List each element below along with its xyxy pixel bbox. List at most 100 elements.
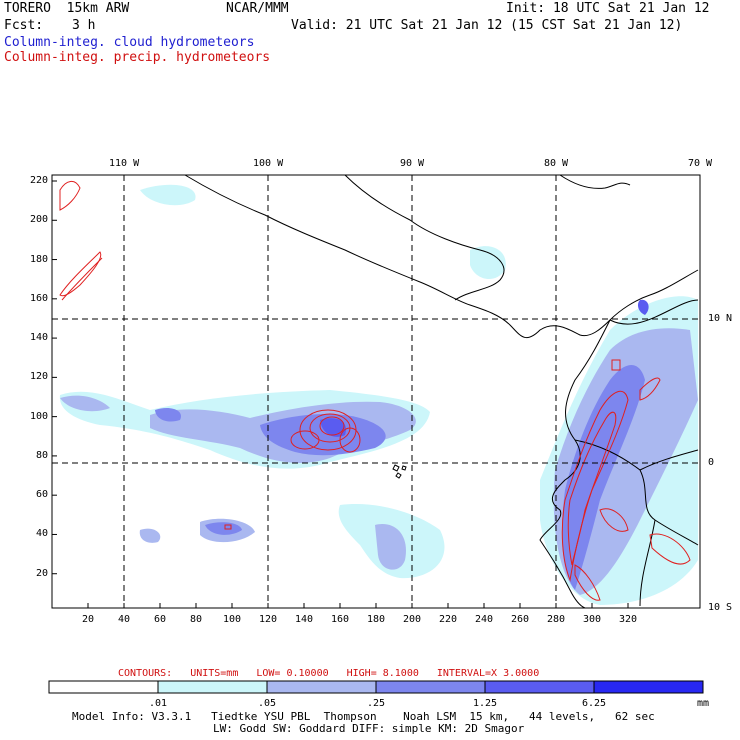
border-peru-brazil	[639, 519, 656, 607]
x-tick-label: 140	[294, 614, 314, 625]
model-title: TORERO 15km ARW	[4, 1, 130, 16]
precip-contour-layer	[59, 181, 691, 601]
x-tick-label: 260	[510, 614, 530, 625]
x-tick-label: 320	[618, 614, 638, 625]
cloud-area-light-north	[470, 246, 506, 280]
lat-label-10n: 10 N	[708, 313, 733, 324]
legend-precip: Column-integ. precip. hydrometeors	[4, 50, 271, 65]
cloud-area-dark-sw	[205, 522, 242, 535]
y-tick-marks	[52, 180, 57, 575]
colorbar	[48, 680, 704, 694]
colorbar-label-2: .25	[366, 698, 386, 709]
contours-interval: INTERVAL=X 3.0000	[436, 668, 540, 679]
lon-label-110w: 110 W	[109, 158, 140, 169]
cloud-area-medium-west	[60, 395, 110, 412]
x-tick-label: 100	[222, 614, 242, 625]
precip-contour-nw-band	[59, 251, 102, 297]
precip-contour-colombia-cell	[639, 377, 661, 401]
lon-label-70w: 70 W	[688, 158, 713, 169]
coastline-layer	[184, 174, 699, 609]
border-colombia-brazil	[639, 449, 699, 471]
lat-label-10s: 10 S	[708, 602, 733, 613]
y-tick-label: 220	[29, 175, 48, 186]
precip-contour-sw-cell	[224, 524, 232, 530]
precip-contour-inner	[319, 416, 345, 436]
x-tick-label: 280	[546, 614, 566, 625]
cloud-area-peak-north	[637, 299, 649, 315]
contours-info: CONTOURS: UNITS=mm LOW= 0.10000 HIGH= 8.100…	[118, 668, 557, 679]
x-tick-label: 80	[189, 614, 203, 625]
precip-contour-andes-outer	[561, 390, 629, 582]
coastline-south-america-west	[539, 319, 611, 609]
x-tick-label: 40	[117, 614, 131, 625]
cloud-area-dark-west	[155, 408, 181, 422]
y-tick-label: 60	[35, 489, 48, 501]
galapagos-islands	[392, 464, 407, 479]
coastline-yucatan	[344, 174, 505, 301]
y-tick-label: 20	[35, 567, 48, 579]
y-tick-label: 200	[29, 214, 48, 226]
cloud-area-dark-andes	[562, 365, 645, 590]
contours-units: UNITS=mm	[190, 668, 239, 679]
x-tick-label: 120	[258, 614, 278, 625]
precip-contour-east-cell	[339, 427, 361, 453]
x-tick-label: 240	[474, 614, 494, 625]
lon-label-80w: 80 W	[544, 158, 569, 169]
coastline-caribbean	[559, 174, 631, 189]
lon-label-100w: 100 W	[253, 158, 284, 169]
colorbar-swatch	[375, 680, 486, 694]
latlon-grid	[52, 175, 700, 608]
x-tick-label: 160	[330, 614, 350, 625]
colorbar-unit: mm	[696, 698, 710, 709]
coastline-colombia-north	[609, 299, 699, 325]
init-time: Init: 18 UTC Sat 21 Jan 12	[506, 1, 710, 16]
colorbar-swatch	[157, 680, 268, 694]
precip-contour-south-cell	[574, 564, 601, 601]
precip-contour-peru-cell	[649, 533, 691, 565]
colorbar-swatch	[484, 680, 595, 694]
contours-label: CONTOURS:	[118, 668, 173, 679]
valid-time: Valid: 21 UTC Sat 21 Jan 12 (15 CST Sat …	[291, 18, 683, 33]
colorbar-swatch	[266, 680, 377, 694]
colorbar-label-0: .01	[148, 698, 168, 709]
colorbar-label-3: 1.25	[472, 698, 498, 709]
y-tick-label: 140	[29, 332, 48, 344]
lon-label-90w: 90 W	[400, 158, 425, 169]
border-ecuador-peru	[574, 439, 699, 546]
cloud-area-light-nw	[140, 184, 196, 206]
precip-contour-amazon-cell	[599, 508, 629, 532]
forecast-label: Fcst:	[4, 18, 44, 33]
x-tick-label: 60	[153, 614, 167, 625]
coastline-central-america	[184, 174, 699, 339]
x-tick-label: 300	[582, 614, 602, 625]
x-tick-marks	[87, 603, 629, 608]
colorbar-label-1: .05	[257, 698, 277, 709]
precip-contour-andes-inner	[567, 411, 617, 566]
y-tick-label: 40	[35, 528, 48, 540]
y-tick-label: 180	[29, 253, 48, 265]
model-info-line2: LW: Godd SW: Goddard DIFF: simple KM: 2D…	[213, 722, 525, 735]
x-tick-label: 200	[402, 614, 422, 625]
y-tick-label: 160	[29, 292, 48, 304]
legend-cloud: Column-integ. cloud hydrometeors	[4, 35, 255, 50]
contours-high: HIGH= 8.1000	[346, 668, 419, 679]
precip-contour-nw-inner	[61, 257, 103, 301]
x-tick-label: 20	[81, 614, 95, 625]
lat-label-0: 0	[708, 457, 715, 468]
colorbar-swatch	[593, 680, 704, 694]
y-tick-label: 100	[29, 410, 48, 422]
x-tick-label: 180	[366, 614, 386, 625]
cloud-area-peak-central	[320, 418, 346, 437]
x-tick-label: 220	[438, 614, 458, 625]
y-tick-label: 120	[29, 371, 48, 383]
center-name: NCAR/MMM	[226, 1, 289, 16]
precip-contour-north-cell	[611, 359, 621, 371]
precip-contour-top-left	[59, 181, 81, 211]
forecast-value: 3 h	[72, 18, 96, 33]
cloud-area-medium-south	[375, 524, 406, 570]
y-tick-label: 80	[35, 449, 48, 461]
contours-low: LOW= 0.10000	[256, 668, 329, 679]
precip-contour-west-cell	[290, 430, 320, 450]
colorbar-label-4: 6.25	[581, 698, 607, 709]
